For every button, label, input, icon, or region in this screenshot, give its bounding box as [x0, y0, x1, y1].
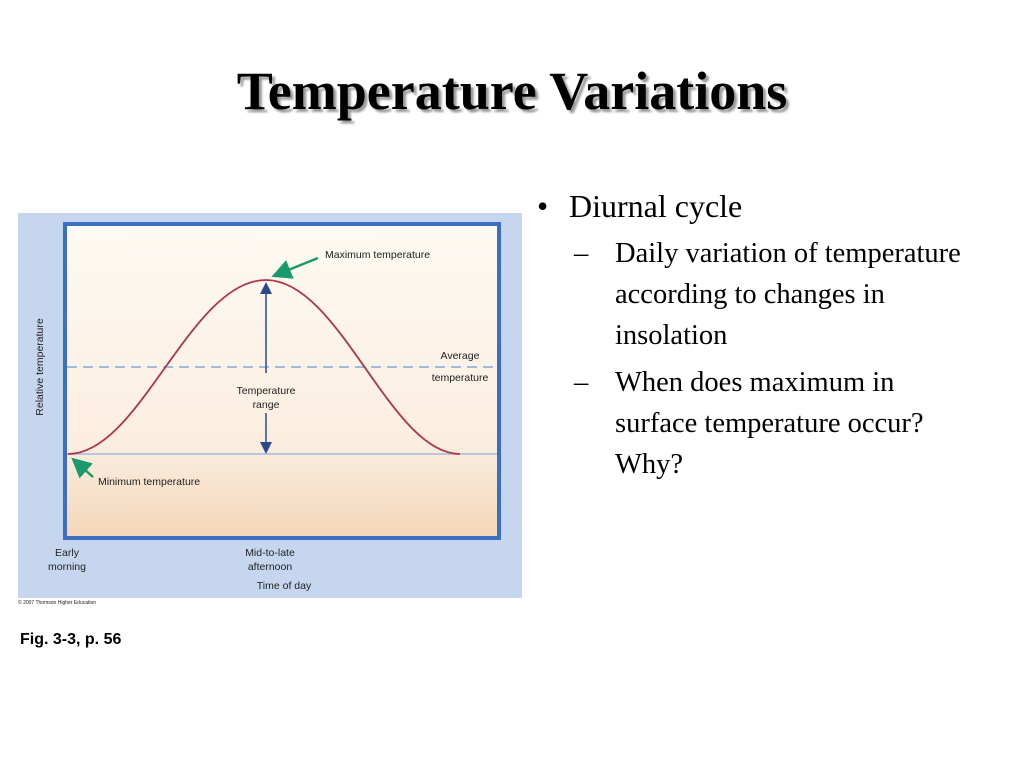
caption: Fig. 3-3, p. 56	[20, 631, 122, 648]
sub-bullet: When does maximum in surface temperature…	[574, 362, 965, 485]
max-label: Maximum temperature	[325, 249, 430, 261]
figure: Maximum temperature Minimum temperature …	[18, 213, 522, 606]
max-arrow	[271, 256, 319, 279]
temperature-curve	[67, 279, 461, 455]
x-label: afternoon	[248, 561, 293, 573]
x-label: Early	[55, 547, 80, 559]
bullet: Diurnal cycle	[537, 188, 977, 225]
x-axis-label: Time of day	[257, 580, 312, 592]
range-label: Temperature	[237, 385, 296, 397]
slide-title: Temperature Variations	[236, 61, 788, 121]
x-label: Mid-to-late	[245, 547, 295, 559]
min-label: Minimum temperature	[98, 476, 200, 488]
credit: © 2007 Thomson Higher Education	[18, 599, 96, 606]
min-arrow	[71, 457, 94, 479]
y-axis-label: Relative temperature	[34, 318, 46, 416]
avg-label: temperature	[432, 372, 489, 384]
range-label: range	[253, 399, 280, 411]
sub-bullet: Daily variation of temperature according…	[574, 233, 965, 356]
avg-label: Average	[441, 350, 480, 362]
x-label: morning	[48, 561, 86, 573]
bullet-list: Diurnal cycle Daily variation of tempera…	[537, 188, 977, 491]
